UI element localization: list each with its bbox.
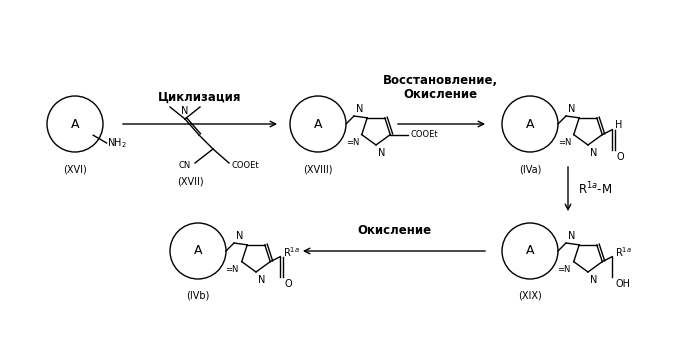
Text: O: O (284, 279, 292, 289)
Text: N: N (236, 231, 244, 241)
Text: R$^{1a}$-M: R$^{1a}$-M (578, 181, 612, 197)
Text: (XVI): (XVI) (63, 164, 87, 174)
Text: =N: =N (558, 137, 572, 146)
Text: A: A (194, 244, 202, 257)
Text: H: H (615, 120, 623, 130)
Text: N: N (590, 148, 597, 158)
Text: =N: =N (558, 265, 571, 274)
Text: =N: =N (225, 265, 239, 274)
Text: (IVb): (IVb) (186, 291, 209, 301)
Text: (XVIII): (XVIII) (303, 164, 333, 174)
Text: N: N (356, 104, 364, 114)
Text: NH$_2$: NH$_2$ (107, 136, 126, 150)
Text: COOEt: COOEt (231, 160, 259, 169)
Text: R$^{1a}$: R$^{1a}$ (615, 245, 632, 258)
Text: N: N (590, 275, 597, 285)
Text: (XVII): (XVII) (177, 177, 203, 187)
Text: (IVa): (IVa) (519, 164, 541, 174)
Text: N: N (568, 231, 575, 241)
Text: Окисление: Окисление (357, 224, 431, 237)
Text: N: N (378, 148, 385, 158)
Text: A: A (526, 117, 534, 131)
Text: CN: CN (179, 160, 191, 169)
Text: COOEt: COOEt (410, 130, 438, 139)
Text: N: N (181, 106, 188, 116)
Text: =N: =N (346, 137, 359, 146)
Text: A: A (526, 244, 534, 257)
Text: R$^{1a}$: R$^{1a}$ (283, 245, 300, 258)
Text: N: N (568, 104, 575, 114)
Text: (XIX): (XIX) (518, 291, 542, 301)
Text: Восстановление,: Восстановление, (383, 74, 498, 87)
Text: O: O (616, 151, 624, 162)
Text: A: A (313, 117, 322, 131)
Text: A: A (70, 117, 80, 131)
Text: Циклизация: Циклизация (158, 91, 242, 104)
Text: OH: OH (615, 279, 630, 289)
Text: Окисление: Окисление (403, 88, 477, 101)
Text: N: N (258, 275, 265, 285)
